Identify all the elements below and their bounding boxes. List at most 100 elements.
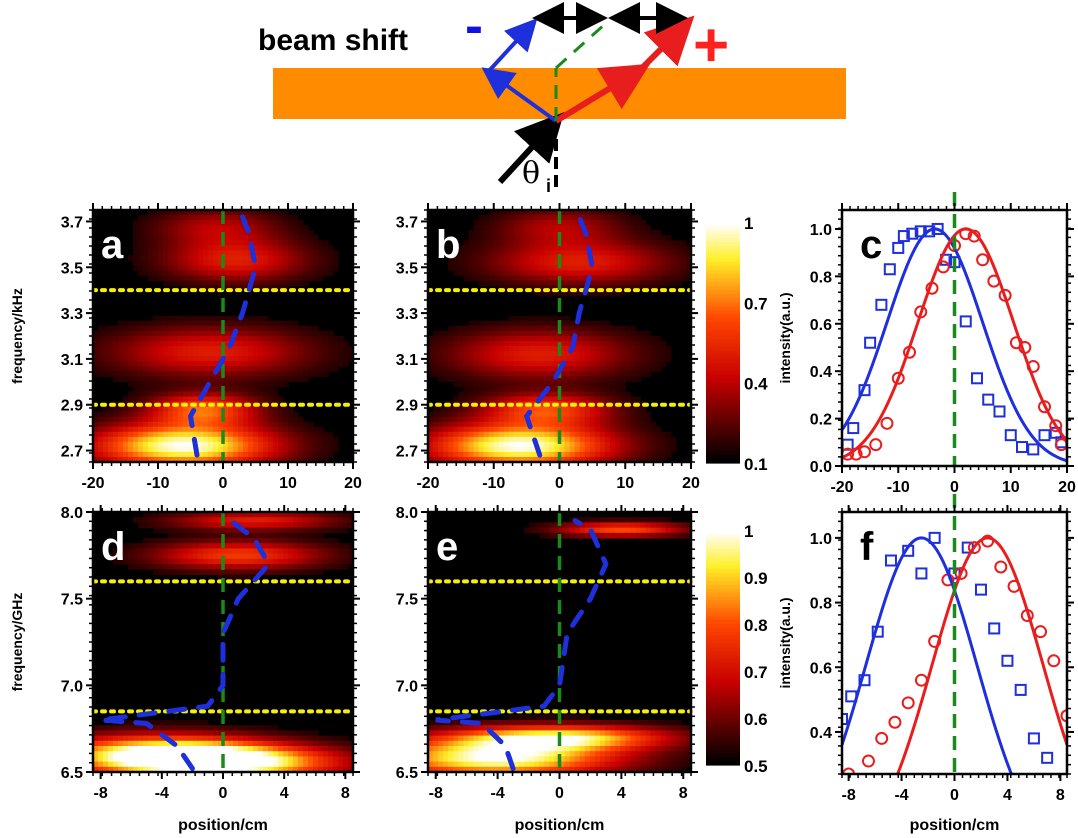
a-cell bbox=[293, 260, 299, 267]
b-cell bbox=[448, 406, 454, 413]
b-cell bbox=[564, 210, 571, 216]
d-cell bbox=[168, 543, 174, 549]
b-cell bbox=[544, 210, 550, 216]
a-cell bbox=[148, 215, 154, 221]
a-cell bbox=[258, 280, 264, 287]
b-cell bbox=[433, 371, 439, 377]
a-cell bbox=[263, 426, 269, 433]
b-cell bbox=[513, 406, 520, 413]
b-cell bbox=[685, 275, 692, 282]
a-cell bbox=[223, 431, 229, 438]
a-cell bbox=[268, 396, 274, 403]
a-cell bbox=[273, 265, 279, 272]
a-cell bbox=[148, 436, 154, 443]
a-cell bbox=[253, 356, 259, 362]
a-cell bbox=[273, 431, 279, 438]
d-cell bbox=[148, 517, 154, 523]
b-cell bbox=[564, 376, 571, 382]
b-cell bbox=[448, 341, 454, 347]
b-cell bbox=[453, 356, 459, 362]
a-cell bbox=[258, 320, 264, 327]
a-cell bbox=[188, 285, 194, 292]
a-cell bbox=[133, 235, 139, 241]
a-cell bbox=[268, 451, 274, 458]
a-cell bbox=[333, 336, 339, 342]
d-cell bbox=[153, 564, 159, 570]
d-cell bbox=[203, 553, 209, 560]
b-cell bbox=[534, 245, 540, 251]
d-cell bbox=[173, 538, 179, 544]
b-cell bbox=[650, 245, 657, 251]
d-cell bbox=[128, 720, 134, 726]
a-cell bbox=[273, 406, 279, 413]
b-cell bbox=[529, 245, 535, 251]
a-cell bbox=[168, 336, 174, 342]
b-cell bbox=[589, 280, 596, 287]
a-cell bbox=[298, 255, 304, 261]
a-cell bbox=[178, 371, 184, 377]
d-cell bbox=[108, 725, 114, 731]
b-cell bbox=[539, 371, 545, 377]
a-xtick-label: 10 bbox=[279, 475, 297, 492]
d-cell bbox=[163, 751, 169, 757]
b-cell bbox=[508, 341, 515, 347]
a-cell bbox=[218, 451, 224, 458]
b-cell bbox=[589, 451, 596, 458]
a-cell bbox=[133, 446, 139, 453]
a-cell bbox=[223, 240, 229, 246]
d-cell bbox=[238, 740, 244, 747]
b-cell bbox=[508, 371, 515, 377]
colorbar-cb1: 10.70.40.1 bbox=[706, 214, 768, 474]
b-cell bbox=[599, 356, 606, 362]
b-cell bbox=[453, 406, 459, 413]
b-cell bbox=[544, 456, 550, 463]
a-cell bbox=[243, 391, 249, 398]
b-cell bbox=[483, 245, 490, 251]
a-cell bbox=[228, 346, 234, 352]
b-cell bbox=[630, 341, 636, 347]
a-cell bbox=[193, 220, 199, 226]
a-cell bbox=[313, 330, 319, 337]
a-cell bbox=[283, 431, 289, 438]
a-cell bbox=[328, 346, 334, 352]
b-cell bbox=[549, 366, 556, 372]
b-cell bbox=[605, 336, 611, 342]
a-cell bbox=[258, 436, 264, 443]
b-cell bbox=[483, 320, 490, 327]
a-cell bbox=[183, 215, 189, 221]
a-cell bbox=[148, 336, 154, 342]
d-cell bbox=[248, 756, 254, 763]
d-cell bbox=[173, 517, 179, 523]
a-cell bbox=[253, 245, 259, 251]
a-cell bbox=[298, 341, 304, 347]
a-cell bbox=[213, 280, 219, 287]
b-cell bbox=[473, 361, 480, 367]
b-cell bbox=[554, 426, 561, 433]
b-cell bbox=[630, 426, 636, 433]
b-cell bbox=[473, 426, 480, 433]
b-cell bbox=[478, 366, 485, 372]
b-cell bbox=[620, 330, 626, 337]
d-cell bbox=[243, 564, 249, 570]
a-cell bbox=[203, 356, 209, 362]
b-cell bbox=[569, 371, 576, 377]
a-cell bbox=[293, 456, 299, 463]
a-cell bbox=[208, 346, 214, 352]
a-cell bbox=[258, 371, 264, 377]
d-cell bbox=[163, 569, 169, 575]
a-cell bbox=[203, 371, 209, 377]
b-cell bbox=[513, 330, 520, 337]
b-cell bbox=[579, 456, 586, 463]
a-cell bbox=[258, 456, 264, 463]
d-cell bbox=[228, 746, 234, 752]
b-cell bbox=[478, 351, 485, 357]
a-cell bbox=[263, 421, 269, 428]
d-cell bbox=[108, 746, 114, 752]
b-cell bbox=[559, 406, 566, 413]
a-cell bbox=[118, 441, 124, 448]
a-cell bbox=[198, 235, 204, 241]
b-cell bbox=[630, 376, 636, 382]
a-cell bbox=[253, 225, 259, 231]
b-cell bbox=[625, 426, 631, 433]
a-cell bbox=[328, 270, 334, 277]
